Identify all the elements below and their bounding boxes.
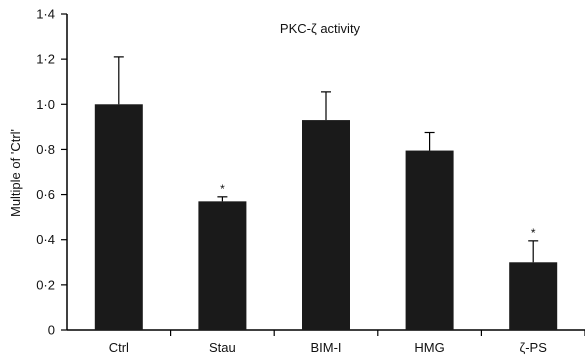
significance-marker: * xyxy=(220,182,225,196)
y-tick-label: 0 xyxy=(48,323,55,338)
bar-0 xyxy=(94,104,143,331)
y-tick-label: 0·4 xyxy=(36,232,55,247)
y-tick-label: 1·4 xyxy=(36,7,55,22)
plot-area: 0 0·2 0·4 0·6 0·8 1·0 1·2 1·4 Ctrl * Stau BIM-I HMG *… xyxy=(36,7,585,355)
x-tick-label: HMG xyxy=(414,340,444,355)
y-tick-label: 0·2 xyxy=(36,277,55,292)
bar-4 xyxy=(509,262,558,330)
x-tick-label: Ctrl xyxy=(109,340,129,355)
y-tick-label: 0·8 xyxy=(36,142,55,157)
y-tick-label: 0·6 xyxy=(36,187,55,202)
bar-1 xyxy=(198,201,247,330)
y-axis-title: Multiple of 'Ctrl' xyxy=(8,129,23,217)
significance-marker: * xyxy=(531,226,536,240)
y-tick-label: 1·2 xyxy=(36,52,55,67)
y-tick-label: 1·0 xyxy=(36,97,55,112)
bar-2 xyxy=(302,120,350,330)
chart-title: PKC-ζ activity xyxy=(280,21,361,36)
x-tick-label: ζ-PS xyxy=(519,340,547,355)
bar-3 xyxy=(405,150,454,330)
x-tick-label: BIM-I xyxy=(310,340,341,355)
x-tick-label: Stau xyxy=(209,340,236,355)
